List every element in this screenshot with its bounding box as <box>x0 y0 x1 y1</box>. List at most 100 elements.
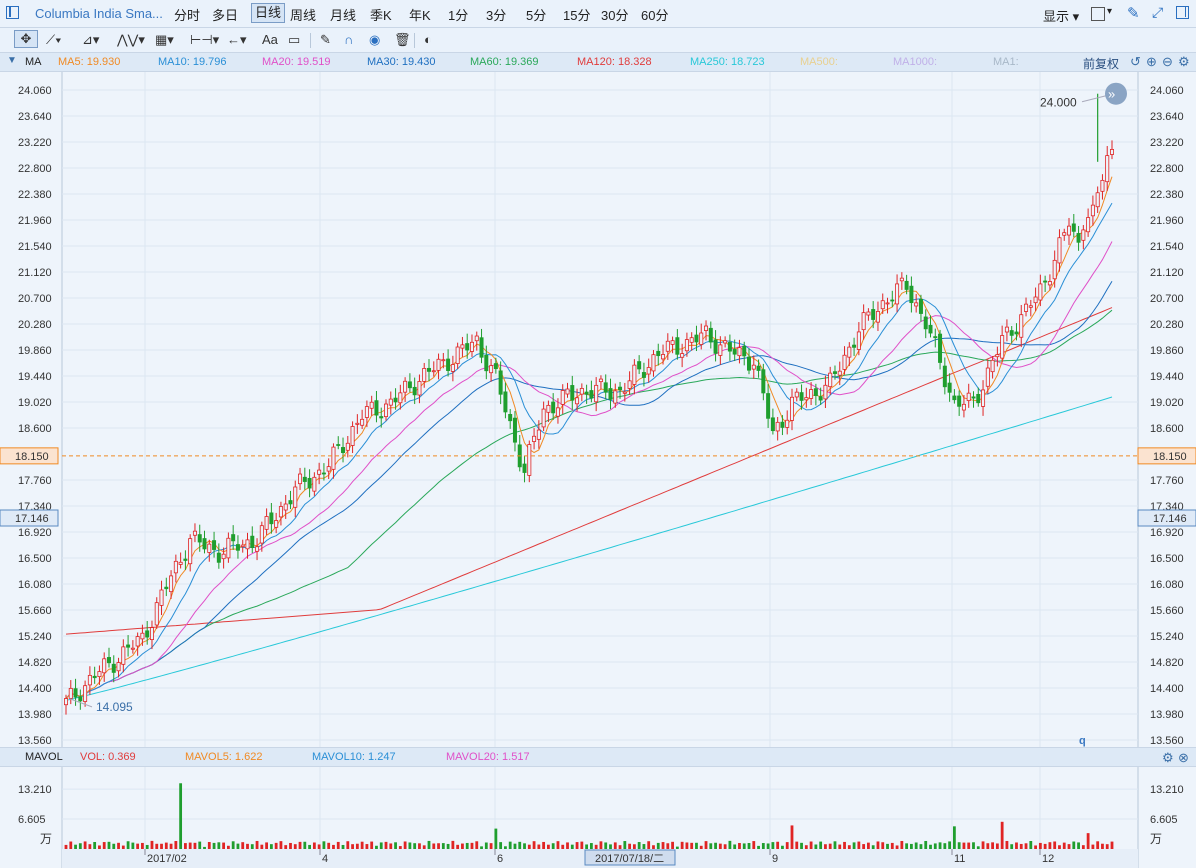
tab-period-5[interactable]: 季K <box>370 8 392 23</box>
corner-mark: q <box>1079 735 1086 747</box>
volume-bar <box>981 841 985 849</box>
trash-icon[interactable]: 🗑 <box>394 32 411 47</box>
candle-body <box>1047 281 1052 286</box>
chevron-down-icon[interactable]: ▾ <box>1107 6 1113 17</box>
tab-period-11[interactable]: 30分 <box>601 8 629 23</box>
volume-bar <box>986 843 990 849</box>
volume-bar <box>1048 842 1052 849</box>
visibility-icon[interactable]: ◉ <box>369 32 381 47</box>
adjust-mode[interactable]: 前复权 <box>1083 57 1120 71</box>
crosshair-label-left-box <box>0 509 59 527</box>
volume-bar <box>675 846 679 849</box>
y-tick-label-right: 14.820 <box>1150 657 1184 669</box>
tab-period-3[interactable]: 周线 <box>290 8 317 23</box>
candle-body <box>737 347 742 357</box>
arrow-tool-icon[interactable]: ←▾ <box>227 32 247 47</box>
volume-bar <box>274 842 278 849</box>
candle-body <box>149 627 154 640</box>
volume-bar <box>723 844 727 849</box>
toggle-icon[interactable]: ◐ <box>424 32 432 47</box>
y-tick-label-left: 19.860 <box>18 345 52 357</box>
volume-bar <box>341 844 345 849</box>
collapse-icon[interactable]: ▼ <box>7 55 17 66</box>
measure-tool-icon[interactable]: ⊢⊣▾ <box>190 32 220 47</box>
fib-tool-icon[interactable]: ▦▾ <box>155 32 174 47</box>
vol-indicator-name[interactable]: MAVOL <box>25 751 63 763</box>
candle-body <box>78 696 83 702</box>
tab-period-8[interactable]: 3分 <box>486 8 507 23</box>
fullscreen-icon[interactable]: ⤢ <box>1152 4 1164 20</box>
ma-indicator-name[interactable]: MA <box>25 56 42 68</box>
text-tool-icon[interactable]: Aa <box>262 32 278 47</box>
candle-body <box>966 392 971 401</box>
sidebar-toggle-icon[interactable] <box>6 6 19 19</box>
volume-bar <box>432 843 436 849</box>
volume-bar <box>695 842 698 849</box>
volume-bar <box>561 844 565 849</box>
candle-body <box>417 381 422 396</box>
volume-bar <box>867 842 870 849</box>
volume-bar <box>585 844 589 849</box>
volume-bar <box>480 846 483 849</box>
volume-bar <box>494 828 498 849</box>
refresh-icon[interactable]: ↺ <box>1130 54 1141 69</box>
line-tool-icon[interactable]: ⟋▾ <box>46 32 62 47</box>
instrument-title[interactable]: Columbia India Sma... <box>35 6 163 21</box>
volume-bar <box>317 844 321 849</box>
tab-period-9[interactable]: 5分 <box>526 8 547 23</box>
volume-bar <box>718 843 722 849</box>
candle-body <box>995 354 1000 358</box>
volume-bar <box>838 844 842 849</box>
volume-bar <box>289 842 292 849</box>
candle-body <box>441 359 446 362</box>
candle-body <box>952 395 957 401</box>
sidebar-right-icon[interactable] <box>1176 6 1189 19</box>
tab-period-0[interactable]: 分时 <box>174 8 201 23</box>
volume-bar <box>747 843 751 849</box>
price-chart[interactable]: 24.060 24.060 23.640 23.640 23.220 23.220 22.8… <box>0 72 1196 747</box>
add-icon[interactable]: ⊕ <box>1146 54 1157 69</box>
comment-icon[interactable]: ▭ <box>288 32 301 47</box>
candle-body <box>1028 305 1033 308</box>
candle-body <box>274 520 279 528</box>
candle-body <box>216 552 221 563</box>
remove-icon[interactable]: ⊖ <box>1162 54 1173 69</box>
volume-bar <box>303 841 307 849</box>
volume-bar <box>336 841 340 849</box>
tab-period-6[interactable]: 年K <box>409 8 431 23</box>
tab-period-12[interactable]: 60分 <box>641 8 669 23</box>
y-tick-label-left: 21.120 <box>18 267 52 279</box>
square-icon[interactable] <box>1091 7 1105 21</box>
wave-tool-icon[interactable]: ⋀⋁▾ <box>117 32 145 47</box>
candle-body <box>641 372 646 378</box>
volume-bar <box>74 844 77 849</box>
magnet-icon[interactable]: ∩ <box>344 32 354 47</box>
pen-icon[interactable]: ✎ <box>1127 5 1140 22</box>
tab-period-7[interactable]: 1分 <box>448 8 469 23</box>
volume-bar <box>1038 842 1042 849</box>
candle-body <box>255 546 260 552</box>
eraser-icon[interactable]: ✎ <box>320 32 331 47</box>
crosshair-move-icon[interactable]: ✥ <box>14 30 38 48</box>
volume-bar <box>1015 842 1018 849</box>
gear-icon[interactable]: ⚙ <box>1178 54 1190 69</box>
candle-body <box>145 630 150 638</box>
close-icon[interactable]: ⊗ <box>1178 750 1189 765</box>
gear-icon[interactable]: ⚙ <box>1162 750 1174 765</box>
tab-period-1[interactable]: 多日 <box>212 8 239 23</box>
candle-body <box>140 632 145 640</box>
volume-chart[interactable]: 13.210 13.210 6.605 6.605 万 万 2017/02 4 6 9 11 12 20… <box>0 767 1196 868</box>
channel-tool-icon[interactable]: ⊿▾ <box>82 32 100 47</box>
candle-body <box>484 354 489 372</box>
candle-body <box>656 350 661 357</box>
volume-bar <box>957 842 961 849</box>
volume-bar <box>398 846 402 849</box>
divider <box>310 33 311 48</box>
candle-body <box>92 675 97 679</box>
tab-period-4[interactable]: 月线 <box>330 8 357 23</box>
volume-bar <box>862 844 866 849</box>
tab-period-2[interactable]: 日线 <box>251 3 286 23</box>
display-menu[interactable]: 显示 ▾ <box>1043 9 1080 24</box>
tab-period-10[interactable]: 15分 <box>563 8 591 23</box>
volume-bar <box>709 843 713 849</box>
